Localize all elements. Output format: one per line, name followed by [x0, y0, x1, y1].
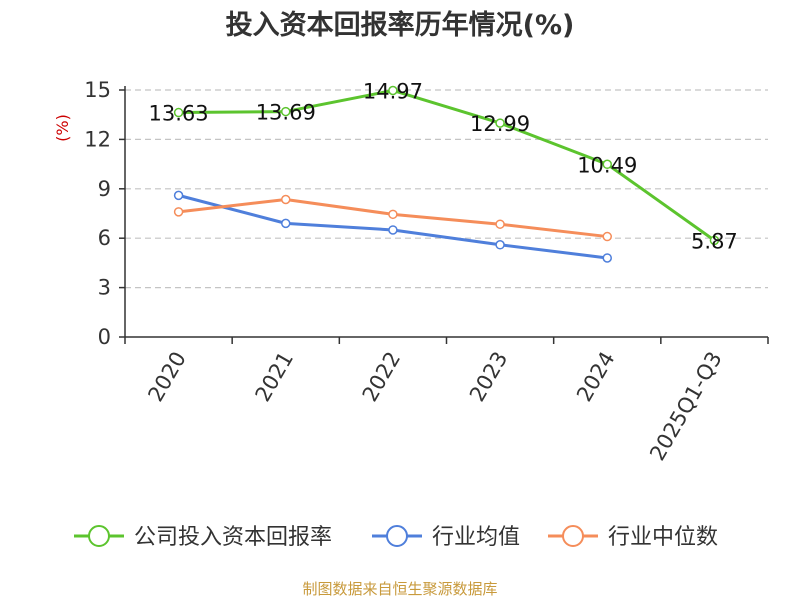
x-tick-label: 2024 — [572, 348, 620, 406]
data-point — [496, 241, 504, 249]
data-point — [603, 254, 611, 262]
data-label: 10.49 — [577, 153, 637, 177]
x-tick-label: 2021 — [251, 348, 299, 406]
axes: 0 3 6 9 12 15 2020 2021 2022 2023 2024 2025Q1-Q3 — [84, 78, 768, 465]
data-point — [603, 233, 611, 241]
data-label: 13.69 — [256, 101, 316, 125]
data-point — [282, 219, 290, 227]
legend-swatch-marker — [89, 526, 109, 546]
legend-swatch-marker — [563, 526, 583, 546]
y-tick-label: 15 — [84, 78, 111, 102]
y-tick-label: 3 — [98, 276, 111, 300]
x-tick-label: 2022 — [358, 348, 406, 406]
y-tick-label: 6 — [98, 226, 111, 250]
source-note: 制图数据来自恒生聚源数据库 — [302, 580, 497, 598]
x-tick-label: 2023 — [465, 348, 513, 406]
data-label: 12.99 — [470, 112, 530, 136]
y-tick-label: 9 — [98, 177, 111, 201]
data-label: 13.63 — [149, 102, 209, 126]
grid-lines — [125, 90, 768, 288]
legend-label: 行业均值 — [432, 525, 520, 550]
y-tick-label: 0 — [98, 325, 111, 349]
legend-item: 行业中位数 — [548, 525, 718, 550]
legend-label: 行业中位数 — [608, 525, 718, 550]
data-point — [282, 196, 290, 204]
y-axis-label: (%) — [53, 114, 72, 142]
legend: 公司投入资本回报率 行业均值 行业中位数 — [74, 525, 718, 550]
x-tick-label: 2020 — [143, 348, 191, 406]
legend-swatch-marker — [387, 526, 407, 546]
legend-item: 公司投入资本回报率 — [74, 525, 332, 550]
chart-title: 投入资本回报率历年情况(%) — [226, 9, 575, 41]
data-label: 14.97 — [363, 79, 423, 103]
data-point — [496, 220, 504, 228]
roic-line-chart: 投入资本回报率历年情况(%) (%) 0 3 6 9 12 15 2020 2021 2022 2… — [0, 0, 800, 600]
x-tick-label: 2025Q1-Q3 — [645, 348, 727, 465]
legend-label: 公司投入资本回报率 — [134, 525, 332, 550]
data-point — [175, 191, 183, 199]
y-tick-label: 12 — [84, 127, 111, 151]
data-point — [389, 210, 397, 218]
legend-item: 行业均值 — [372, 525, 520, 550]
data-label: 5.87 — [691, 229, 738, 253]
data-point — [175, 208, 183, 216]
data-point — [389, 226, 397, 234]
